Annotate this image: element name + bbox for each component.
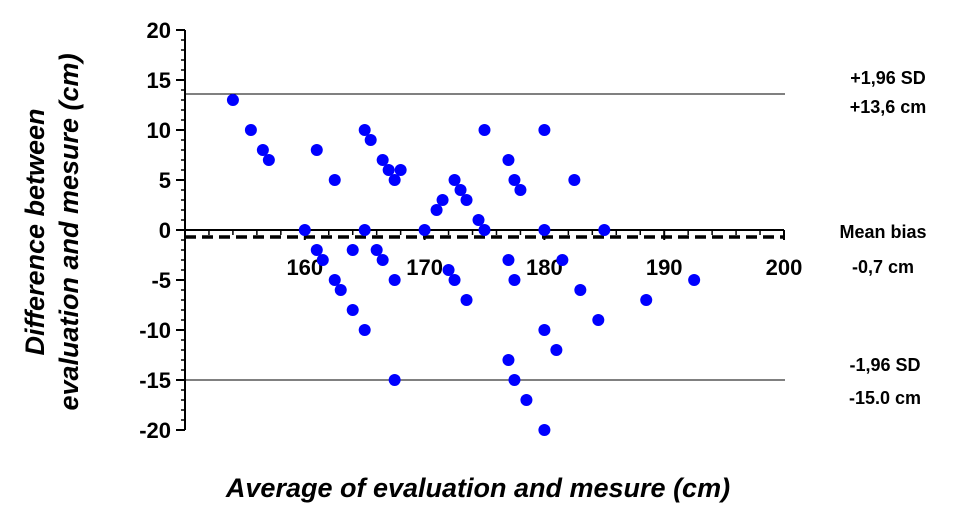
data-point [460, 294, 473, 306]
data-point [316, 254, 329, 266]
y-tick-label: 5 [159, 168, 171, 193]
data-point [502, 254, 515, 266]
mean-bias-value: -0,7 cm [852, 257, 914, 277]
data-point [370, 244, 383, 256]
data-point [568, 174, 581, 186]
data-point [478, 224, 491, 236]
x-tick-label: 190 [646, 255, 683, 280]
y-axis-title-line2: evaluation and mesure (cm) [54, 53, 84, 410]
upper-limit-value: +13,6 cm [850, 97, 927, 117]
data-point [502, 354, 515, 366]
data-point [364, 134, 377, 146]
data-point [346, 244, 359, 256]
data-point [508, 174, 521, 186]
data-point [358, 324, 371, 336]
data-point [502, 154, 515, 166]
y-tick-label: 20 [147, 18, 171, 43]
y-axis-ticks: 20 15 10 5 0 -5 -10 -15 -20 [139, 18, 185, 443]
y-tick-label: 15 [147, 68, 171, 93]
data-point [376, 254, 389, 266]
lower-limit-label: -1,96 SD [849, 355, 920, 375]
x-axis-title: Average of evaluation and mesure (cm) [225, 473, 730, 503]
data-point [388, 374, 401, 386]
data-point [382, 164, 395, 176]
data-point [448, 174, 461, 186]
data-point [454, 184, 467, 196]
y-tick-label: 10 [147, 118, 171, 143]
y-tick-label: 0 [159, 218, 171, 243]
mean-bias-label: Mean bias [839, 222, 926, 242]
data-point [556, 254, 569, 266]
data-point [262, 154, 275, 166]
y-tick-label: -20 [139, 418, 171, 443]
lower-limit-value: -15.0 cm [849, 388, 921, 408]
data-point [310, 144, 323, 156]
x-axis-ticks: 160 170 180 190 200 [208, 230, 803, 280]
data-point [256, 144, 269, 156]
data-point [388, 274, 401, 286]
data-point [538, 324, 551, 336]
data-point [538, 424, 551, 436]
data-point [514, 184, 527, 196]
data-point [688, 274, 701, 286]
y-tick-label: -10 [139, 318, 171, 343]
data-point [538, 124, 551, 136]
data-point [418, 224, 431, 236]
data-point [508, 374, 521, 386]
data-point [472, 214, 485, 226]
data-point [298, 224, 311, 236]
data-point [508, 274, 521, 286]
data-point [244, 124, 257, 136]
upper-limit-label: +1,96 SD [850, 68, 926, 88]
data-point [394, 164, 407, 176]
data-point [436, 194, 449, 206]
data-point [388, 174, 401, 186]
data-points [226, 94, 701, 436]
data-point [640, 294, 653, 306]
data-point [346, 304, 359, 316]
data-point [358, 124, 371, 136]
data-point [328, 174, 341, 186]
data-point [430, 204, 443, 216]
y-tick-label: -5 [151, 268, 171, 293]
y-axis-title-line1: Difference between [20, 108, 50, 355]
data-point [310, 244, 323, 256]
data-point [334, 284, 347, 296]
data-point [520, 394, 533, 406]
data-point [538, 224, 551, 236]
data-point [226, 94, 239, 106]
data-point [442, 264, 455, 276]
data-point [460, 194, 473, 206]
data-point [550, 344, 563, 356]
data-point [598, 224, 611, 236]
data-point [592, 314, 605, 326]
data-point [328, 274, 341, 286]
y-tick-label: -15 [139, 368, 171, 393]
data-point [358, 224, 371, 236]
x-tick-label: 170 [406, 255, 443, 280]
data-point [376, 154, 389, 166]
data-point [574, 284, 587, 296]
data-point [478, 124, 491, 136]
data-point [448, 274, 461, 286]
x-tick-label: 200 [766, 255, 803, 280]
